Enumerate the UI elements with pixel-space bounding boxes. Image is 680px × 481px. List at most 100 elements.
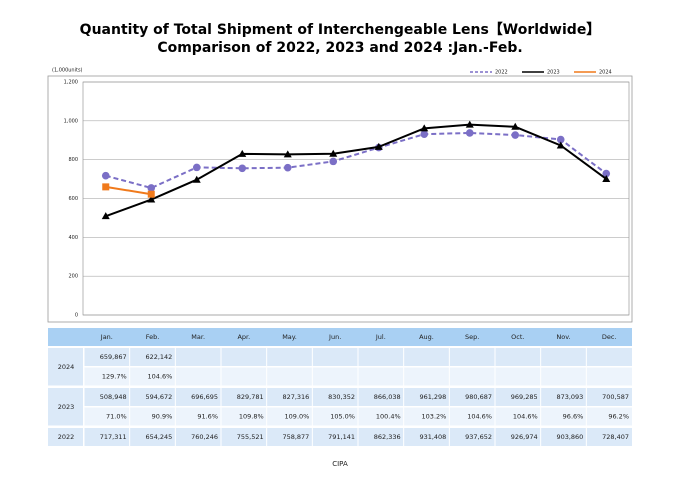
chart-title: Quantity of Total Shipment of Intercheng… [80, 22, 601, 38]
table-cell: 104.6% [513, 413, 538, 421]
y-tick-label: 800 [68, 157, 78, 163]
row-label: 2024 [58, 363, 75, 371]
table-header-cell: Jan. [100, 333, 113, 341]
table-header-cell: Aug. [419, 333, 434, 341]
table-cell: 659,867 [100, 353, 127, 361]
table-header [48, 328, 632, 346]
table-cell: 622,142 [145, 353, 172, 361]
table-header-cell: Nov. [556, 333, 570, 341]
marker [602, 174, 611, 182]
marker [147, 195, 156, 203]
table-header-cell: Apr. [237, 333, 250, 341]
table-cell: 594,672 [145, 393, 172, 401]
table-cell: 96.2% [608, 413, 629, 421]
table-cell: 830,352 [328, 393, 355, 401]
table-cell: 109.8% [239, 413, 264, 421]
series-line [105, 123, 607, 218]
marker [329, 157, 338, 166]
table-cell: 961,298 [419, 393, 446, 401]
row-label: 2023 [58, 403, 75, 411]
marker [238, 164, 247, 173]
marker [556, 135, 565, 144]
row-label-bg [48, 348, 83, 386]
table-cell: 104.6% [467, 413, 492, 421]
marker [238, 149, 247, 157]
marker [192, 175, 201, 183]
table-cell: 903,860 [556, 433, 583, 441]
table-header-cell: Oct. [511, 333, 524, 341]
marker [283, 150, 292, 158]
table-header-cell: Sep. [465, 333, 479, 341]
marker [101, 171, 110, 180]
table-cell: 700,587 [602, 393, 629, 401]
marker [102, 183, 110, 191]
legend-label: 2022 [495, 70, 508, 76]
table-cell: 717,311 [100, 433, 127, 441]
series-line [105, 131, 607, 190]
marker [147, 190, 155, 198]
table-cell: 654,245 [145, 433, 172, 441]
table-cell: 969,285 [511, 393, 538, 401]
table-cell: 109.0% [285, 413, 310, 421]
table-cell: 103.2% [422, 413, 447, 421]
marker [192, 163, 201, 172]
table-cell: 791,141 [328, 433, 355, 441]
table-cell: 760,246 [191, 433, 218, 441]
table-cell: 866,038 [374, 393, 401, 401]
marker [420, 124, 429, 132]
table-cell: 71.0% [106, 413, 127, 421]
row-label-bg [48, 428, 83, 446]
table-cell: 96.6% [563, 413, 584, 421]
y-unit: (1,000units) [52, 68, 83, 74]
table-cell: 873,093 [556, 393, 583, 401]
table-cell: 728,407 [602, 433, 629, 441]
table-header-cell: May. [282, 333, 297, 341]
table-cell: 104.6% [148, 373, 173, 381]
table-cell: 926,974 [511, 433, 538, 441]
table-cell: 758,877 [282, 433, 309, 441]
table-cell: 980,687 [465, 393, 492, 401]
table-header-cell: Jun. [328, 333, 341, 341]
marker [283, 163, 292, 172]
marker [465, 129, 474, 137]
table-cell: 100.4% [376, 413, 401, 421]
marker [465, 120, 474, 128]
table-cell: 129.7% [102, 373, 127, 381]
row-label-bg [48, 388, 83, 426]
table-cell: 862,336 [374, 433, 401, 441]
legend-label: 2024 [599, 70, 612, 76]
table-cell: 827,316 [282, 393, 309, 401]
row-label: 2022 [58, 433, 75, 441]
series-line [105, 185, 152, 196]
y-tick-label: 200 [68, 274, 78, 280]
marker [602, 169, 611, 178]
y-tick-label: 1,000 [64, 118, 78, 124]
y-tick-label: 600 [68, 196, 78, 202]
marker [374, 142, 383, 150]
table-cell: 91.6% [197, 413, 218, 421]
marker [420, 130, 429, 138]
table-cell: 755,521 [237, 433, 264, 441]
chart-frame [47, 75, 633, 323]
table-cell: 90.9% [152, 413, 173, 421]
table-cell: 508,948 [100, 393, 127, 401]
legend-label: 2023 [547, 70, 560, 76]
table-cell: 931,408 [419, 433, 446, 441]
source: CIPA [332, 460, 348, 468]
table-header-cell: Dec. [602, 333, 617, 341]
marker [147, 184, 156, 192]
marker [556, 141, 565, 149]
y-tick-label: 0 [75, 313, 78, 319]
table-header-cell: Jul. [375, 333, 386, 341]
marker [511, 122, 520, 130]
table-cell: 829,781 [237, 393, 264, 401]
table-header-cell: Feb. [146, 333, 160, 341]
marker [101, 212, 110, 220]
table-cell: 696,695 [191, 393, 218, 401]
table-header-cell: Mar. [191, 333, 205, 341]
table-cell: 105.0% [330, 413, 355, 421]
chart-subtitle: Comparison of 2022, 2023 and 2024 :Jan.-… [157, 40, 522, 56]
marker [511, 131, 520, 139]
marker [329, 149, 338, 157]
